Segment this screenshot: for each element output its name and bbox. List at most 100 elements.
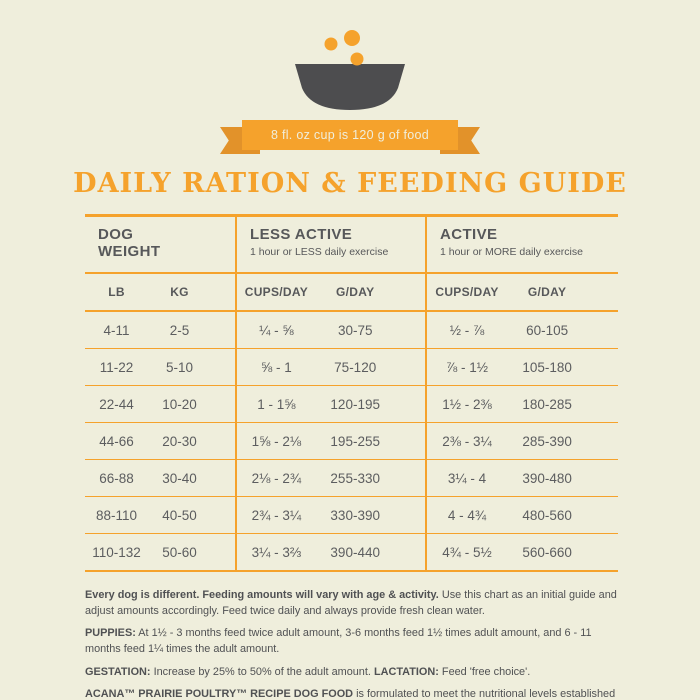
weight-cells: 110-132 50-60 xyxy=(85,534,235,570)
cell-active-g: 180-285 xyxy=(522,396,572,412)
less-active-subheaders: CUPS/DAY G/DAY xyxy=(235,274,425,310)
less-active-cells: 1⅝ - 2⅛ 195-255 xyxy=(235,423,425,459)
cell-lb: 11-22 xyxy=(99,359,134,375)
cell-less-g: 330-390 xyxy=(330,507,380,523)
cell-less-cups: ⅝ - 1 xyxy=(261,359,292,375)
cell-less-g: 195-255 xyxy=(330,433,380,449)
table-row: 110-132 50-60 3¼ - 3⅔ 390-440 4¾ - 5½ 56… xyxy=(85,534,618,570)
note-puppies: PUPPIES: At 1½ - 3 months feed twice adu… xyxy=(85,625,620,657)
cell-kg: 20-30 xyxy=(162,433,197,449)
cell-active-cups: ½ - ⅞ xyxy=(449,322,485,338)
note-general: Every dog is different. Feeding amounts … xyxy=(85,587,620,619)
table-row: 66-88 30-40 2⅛ - 2¾ 255-330 3¼ - 4 390-4… xyxy=(85,460,618,497)
cell-kg: 10-20 xyxy=(162,396,197,412)
kibble-dots-icon xyxy=(324,30,364,66)
weight-subheaders: LB KG xyxy=(85,274,235,310)
dog-food-bowl-icon xyxy=(295,30,405,110)
header-cups-day: CUPS/DAY xyxy=(244,285,309,299)
group-title: DOG WEIGHT xyxy=(98,226,161,261)
note-lactation-body: Feed 'free choice'. xyxy=(438,665,531,678)
note-gestation-lactation: GESTATION: Increase by 25% to 50% of the… xyxy=(85,664,620,680)
table-row: 11-22 5-10 ⅝ - 1 75-120 ⅞ - 1½ 105-180 xyxy=(85,349,618,386)
cell-kg: 2-5 xyxy=(169,322,190,338)
cell-less-cups: 3¼ - 3⅔ xyxy=(251,544,302,560)
cell-less-cups: 1⅝ - 2⅛ xyxy=(251,433,302,449)
less-active-cells: ⅝ - 1 75-120 xyxy=(235,349,425,385)
cell-active-g: 285-390 xyxy=(522,433,572,449)
active-subheaders: CUPS/DAY G/DAY xyxy=(425,274,618,310)
cell-active-cups: ⅞ - 1½ xyxy=(446,359,489,375)
hero-graphic xyxy=(0,26,700,132)
cell-active-g: 105-180 xyxy=(522,359,572,375)
active-cells: 3¼ - 4 390-480 xyxy=(425,460,618,496)
active-cells: 2⅜ - 3¼ 285-390 xyxy=(425,423,618,459)
cell-active-cups: 4¾ - 5½ xyxy=(442,544,492,560)
note-general-body: Use this chart as an initial guide and a… xyxy=(85,589,617,618)
active-cells: ⅞ - 1½ 105-180 xyxy=(425,349,618,385)
header-lb: LB xyxy=(108,285,125,299)
cell-less-cups: ¼ - ⅝ xyxy=(259,322,294,338)
weight-cells: 4-11 2-5 xyxy=(85,312,235,348)
cell-lb: 22-44 xyxy=(99,396,134,412)
footnotes: Every dog is different. Feeding amounts … xyxy=(85,587,620,700)
cell-active-cups: 1½ - 2⅜ xyxy=(442,396,492,412)
active-cells: 1½ - 2⅜ 180-285 xyxy=(425,386,618,422)
cell-active-cups: 3¼ - 4 xyxy=(447,470,487,486)
less-active-cells: ¼ - ⅝ 30-75 xyxy=(235,312,425,348)
less-active-cells: 1 - 1⅝ 120-195 xyxy=(235,386,425,422)
note-formulation-body: is formulated to meet the nutritional le… xyxy=(356,687,616,700)
cell-active-g: 60-105 xyxy=(526,322,569,338)
note-gestation-body: Increase by 25% to 50% of the adult amou… xyxy=(150,665,374,678)
group-title: ACTIVE xyxy=(440,226,498,243)
active-cells: ½ - ⅞ 60-105 xyxy=(425,312,618,348)
cell-less-cups: 1 - 1⅝ xyxy=(257,396,296,412)
note-puppies-body: At 1½ - 3 months feed twice adult amount… xyxy=(85,627,592,656)
cell-kg: 40-50 xyxy=(162,507,197,523)
group-title: LESS ACTIVE xyxy=(250,226,353,243)
feeding-table: DOG WEIGHT LESS ACTIVE 1 hour or LESS da… xyxy=(85,214,618,572)
cell-active-cups: 4 - 4¾ xyxy=(447,507,487,523)
less-active-cells: 2⅛ - 2¾ 255-330 xyxy=(235,460,425,496)
cell-active-cups: 2⅜ - 3¼ xyxy=(442,433,492,449)
cell-lb: 110-132 xyxy=(92,544,141,560)
active-cells: 4 - 4¾ 480-560 xyxy=(425,497,618,533)
note-puppies-lead: PUPPIES: xyxy=(85,627,136,640)
cell-lb: 4-11 xyxy=(103,322,130,338)
cell-kg: 5-10 xyxy=(165,359,194,375)
weight-cells: 66-88 30-40 xyxy=(85,460,235,496)
weight-cells: 44-66 20-30 xyxy=(85,423,235,459)
cell-kg: 30-40 xyxy=(162,470,197,486)
table-row: 4-11 2-5 ¼ - ⅝ 30-75 ½ - ⅞ 60-105 xyxy=(85,312,618,349)
note-gestation-lead: GESTATION: xyxy=(85,665,151,678)
cup-info-banner: 8 fl. oz cup is 120 g of food xyxy=(220,120,480,154)
table-row: 88-110 40-50 2¾ - 3¼ 330-390 4 - 4¾ 480-… xyxy=(85,497,618,534)
header-g-day: G/DAY xyxy=(336,285,375,299)
cell-active-g: 480-560 xyxy=(522,507,572,523)
page-title: DAILY RATION & FEEDING GUIDE xyxy=(73,168,627,199)
cell-less-g: 390-440 xyxy=(330,544,380,560)
note-formulation-lead: ACANA™ PRAIRIE POULTRY™ RECIPE DOG FOOD xyxy=(85,687,354,700)
cell-lb: 66-88 xyxy=(99,470,134,486)
group-subtitle: 1 hour or MORE daily exercise xyxy=(440,246,583,258)
col-group-dog-weight: DOG WEIGHT xyxy=(85,217,235,272)
cell-less-cups: 2⅛ - 2¾ xyxy=(251,470,302,486)
col-group-active: ACTIVE 1 hour or MORE daily exercise xyxy=(425,217,618,272)
cup-info-text: 8 fl. oz cup is 120 g of food xyxy=(242,120,458,150)
weight-cells: 11-22 5-10 xyxy=(85,349,235,385)
cell-less-g: 75-120 xyxy=(334,359,377,375)
weight-cells: 88-110 40-50 xyxy=(85,497,235,533)
less-active-cells: 2¾ - 3¼ 330-390 xyxy=(235,497,425,533)
note-formulation: ACANA™ PRAIRIE POULTRY™ RECIPE DOG FOOD … xyxy=(85,686,620,700)
weight-cells: 22-44 10-20 xyxy=(85,386,235,422)
cell-lb: 88-110 xyxy=(95,507,138,523)
col-group-less-active: LESS ACTIVE 1 hour or LESS daily exercis… xyxy=(235,217,425,272)
cell-active-g: 390-480 xyxy=(522,470,572,486)
table-column-header-row: LB KG CUPS/DAY G/DAY CUPS/DAY G/DAY xyxy=(85,274,618,312)
less-active-cells: 3¼ - 3⅔ 390-440 xyxy=(235,534,425,570)
table-group-header-row: DOG WEIGHT LESS ACTIVE 1 hour or LESS da… xyxy=(85,217,618,274)
note-lactation-lead: LACTATION: xyxy=(373,665,439,678)
bowl-shape xyxy=(295,64,405,110)
cell-less-g: 255-330 xyxy=(330,470,380,486)
table-row: 22-44 10-20 1 - 1⅝ 120-195 1½ - 2⅜ 180-2… xyxy=(85,386,618,423)
